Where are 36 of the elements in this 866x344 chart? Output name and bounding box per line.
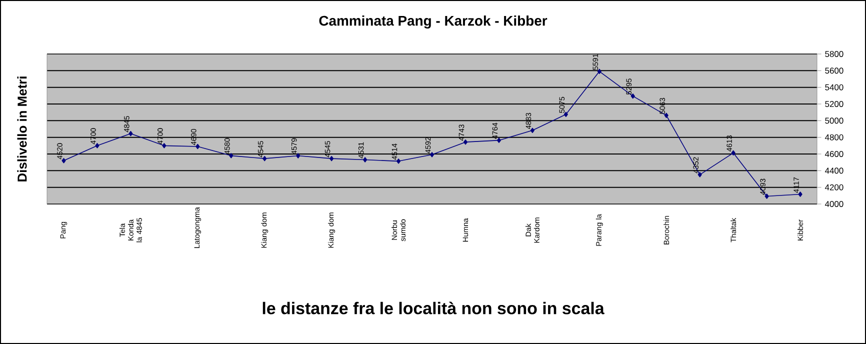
y-axis-title: Dislivello in Metri [17, 76, 27, 182]
point [798, 192, 802, 197]
point [363, 157, 368, 162]
point [95, 143, 100, 148]
y-tick-label: 4600 [824, 151, 844, 157]
point [229, 153, 234, 158]
point [764, 194, 769, 199]
point [530, 128, 534, 134]
y-tick-label: 5000 [825, 118, 844, 124]
y-tick-label: 4400 [824, 168, 844, 174]
y-tick-label: 4200 [824, 184, 844, 190]
y-tick-label: 4800 [824, 134, 844, 140]
point [128, 130, 133, 136]
point [496, 138, 502, 143]
point [630, 93, 635, 99]
point [463, 139, 468, 145]
point [731, 150, 736, 156]
point [564, 112, 568, 118]
point [597, 68, 602, 74]
point [162, 143, 166, 148]
y-tick-label: 5200 [825, 101, 844, 107]
y-tick-label: 5400 [825, 84, 844, 90]
point [296, 153, 300, 158]
y-tick-label: 5600 [825, 68, 844, 74]
point [196, 144, 200, 150]
point [262, 156, 267, 162]
point [664, 112, 668, 118]
point [430, 152, 434, 158]
point [396, 158, 401, 164]
point [62, 158, 66, 164]
point [330, 156, 334, 162]
y-tick-label: 5800 [825, 51, 844, 57]
y-tick-label: 4000 [824, 201, 844, 207]
chart-title: Camminata Pang - Karzok - Kibber [319, 15, 548, 29]
x-axis-title: le distanze fra le località non sono in scala [262, 302, 604, 314]
point [698, 172, 702, 178]
